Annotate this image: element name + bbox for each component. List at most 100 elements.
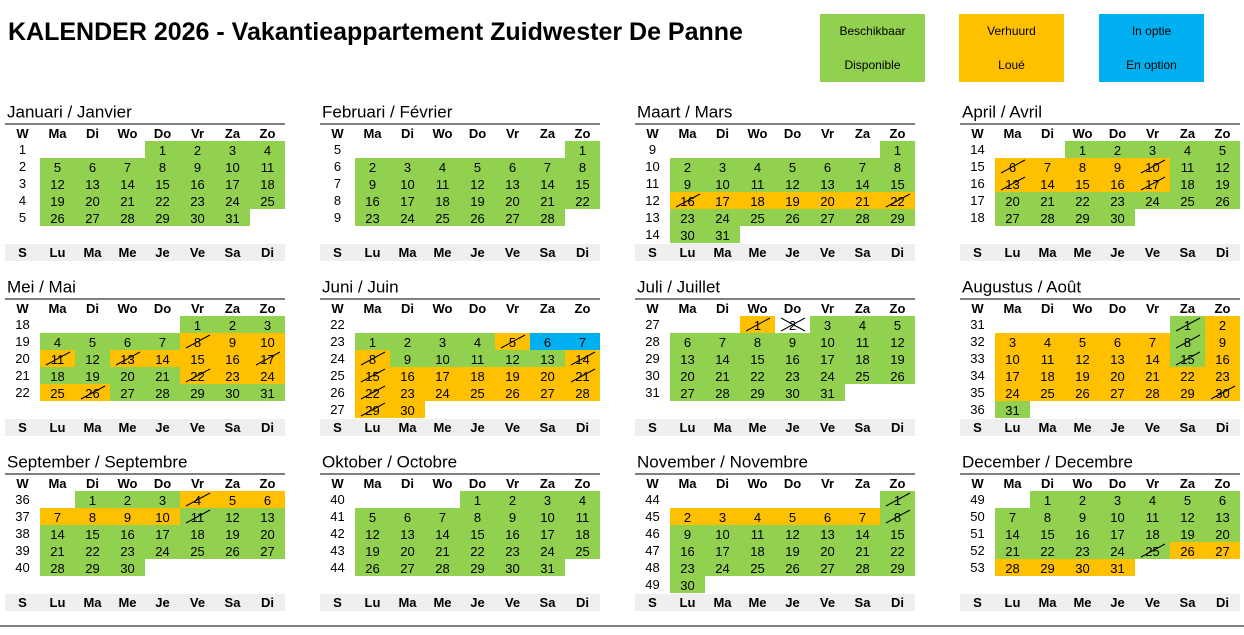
day-number: 27 <box>820 211 834 226</box>
weekday-footer: Di <box>576 420 589 435</box>
day-cell <box>40 559 75 576</box>
day-cell <box>1135 384 1170 401</box>
day-number: 8 <box>474 510 481 525</box>
day-cell <box>355 525 390 542</box>
day-number: 31 <box>820 386 834 401</box>
day-slash <box>1175 334 1201 349</box>
day-slash <box>185 492 211 507</box>
day-slash <box>45 351 71 366</box>
weekday-footer: Ma <box>713 245 732 260</box>
day-slash <box>360 368 386 383</box>
week-number: 33 <box>970 351 984 366</box>
day-number: 23 <box>1110 194 1124 209</box>
day-number: 11 <box>856 335 870 350</box>
day-number: 26 <box>365 561 379 576</box>
day-number: 31 <box>260 386 274 401</box>
day-cell <box>145 141 180 158</box>
day-cell <box>1100 333 1135 350</box>
day-cell <box>845 508 880 525</box>
day-cell <box>1205 141 1240 158</box>
day-number: 3 <box>719 510 726 525</box>
day-cell <box>740 209 775 226</box>
week-number: 31 <box>970 317 984 332</box>
day-number: 19 <box>785 544 799 559</box>
day-cell <box>495 192 530 209</box>
day-cell <box>1030 158 1065 175</box>
weekday-footer: Di <box>891 595 904 610</box>
weekday-footer: Me <box>748 245 766 260</box>
week-number: 40 <box>330 492 344 507</box>
weekday-footer: Je <box>1110 595 1124 610</box>
day-number: 28 <box>855 211 869 226</box>
day-number: 21 <box>540 194 554 209</box>
weekday-header: Ma <box>1003 126 1022 141</box>
day-cell <box>250 141 285 158</box>
day-number: 19 <box>505 369 519 384</box>
day-cell <box>1100 491 1135 508</box>
day-number: 18 <box>575 527 589 542</box>
weekday-header: Za <box>855 476 871 491</box>
week-number: 49 <box>970 492 984 507</box>
week-number: 30 <box>645 368 659 383</box>
day-number: 22 <box>890 194 904 209</box>
day-cell <box>460 367 495 384</box>
day-number: 15 <box>575 177 589 192</box>
day-number: 21 <box>1145 369 1159 384</box>
day-cell <box>705 367 740 384</box>
day-cell <box>1030 367 1065 384</box>
week-number: 7 <box>334 176 341 191</box>
weekday-footer: Je <box>155 245 169 260</box>
day-cell <box>1170 141 1205 158</box>
day-number: 8 <box>894 160 901 175</box>
day-cell <box>565 333 600 350</box>
day-number: 6 <box>89 160 96 175</box>
week-number: 36 <box>15 492 29 507</box>
day-cell <box>530 350 565 367</box>
day-cell <box>180 158 215 175</box>
week-number: 37 <box>15 509 29 524</box>
day-cell <box>250 333 285 350</box>
weekday-footer: Lu <box>50 420 66 435</box>
day-number: 24 <box>1005 386 1019 401</box>
day-number: 7 <box>579 335 586 350</box>
day-number: 5 <box>789 160 796 175</box>
day-cell <box>670 367 705 384</box>
day-number: 27 <box>85 211 99 226</box>
weekday-footer-bg <box>635 594 915 611</box>
week-number: 43 <box>330 543 344 558</box>
day-cell <box>530 333 565 350</box>
day-number: 6 <box>1114 335 1121 350</box>
weekday-footer: Ma <box>1038 245 1057 260</box>
day-number: 26 <box>1180 544 1194 559</box>
day-cell <box>670 333 705 350</box>
weekday-header: W <box>16 476 29 491</box>
day-number: 18 <box>260 177 274 192</box>
week-number: 23 <box>330 334 344 349</box>
day-number: 19 <box>225 527 239 542</box>
day-number: 24 <box>715 211 729 226</box>
weekday-footer: Je <box>1110 420 1124 435</box>
day-number: 12 <box>85 352 99 367</box>
week-number: 14 <box>645 227 659 242</box>
weekday-footer: S <box>648 420 657 435</box>
weekday-footer: Ma <box>83 420 102 435</box>
day-number: 20 <box>1005 194 1019 209</box>
day-number: 28 <box>155 386 169 401</box>
day-cell <box>110 508 145 525</box>
day-number: 25 <box>1040 386 1054 401</box>
weekday-header: Wo <box>1073 476 1093 491</box>
day-cell <box>775 192 810 209</box>
day-cell <box>740 508 775 525</box>
day-cell <box>145 333 180 350</box>
day-number: 15 <box>1180 352 1194 367</box>
day-number: 17 <box>715 194 729 209</box>
week-number: 11 <box>646 176 660 191</box>
weekday-header: Ma <box>48 301 67 316</box>
day-number: 16 <box>1075 527 1089 542</box>
day-number: 9 <box>684 177 691 192</box>
day-cell <box>565 542 600 559</box>
week-number: 14 <box>970 142 984 157</box>
weekday-header: Di <box>716 126 729 141</box>
day-cell <box>145 209 180 226</box>
weekday-header: Do <box>469 476 486 491</box>
